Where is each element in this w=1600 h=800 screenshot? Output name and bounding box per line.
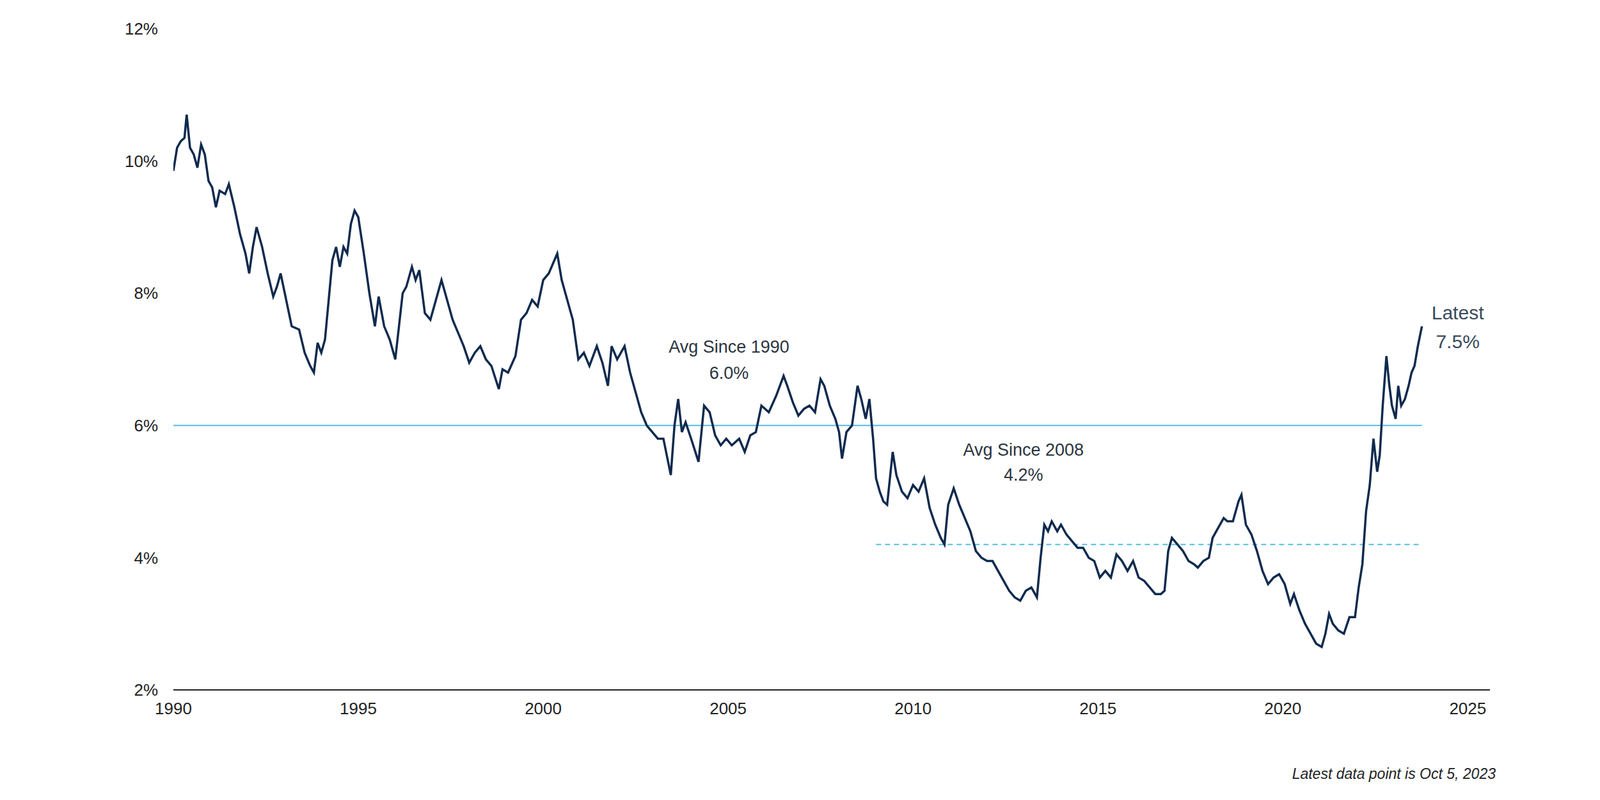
html-text:Latest data point is Oct 5, 20: Latest data point is Oct 5, 2023 bbox=[1292, 765, 1496, 782]
svg-text:Avg Since 2008: Avg Since 2008 bbox=[962, 440, 1084, 460]
svg-text:Avg Since 1990: Avg Since 1990 bbox=[668, 337, 790, 357]
svg-text:2015: 2015 bbox=[1079, 698, 1117, 718]
svg-text:2005: 2005 bbox=[709, 698, 747, 718]
svg-text:10%: 10% bbox=[124, 151, 159, 171]
svg-text:2010: 2010 bbox=[894, 698, 932, 718]
svg-text:8%: 8% bbox=[133, 283, 159, 303]
svg-text:6%: 6% bbox=[133, 415, 159, 436]
svg-text:4%: 4% bbox=[133, 548, 159, 568]
svg-text:1995: 1995 bbox=[339, 698, 377, 718]
svg-text:2%: 2% bbox=[133, 680, 159, 700]
svg-text:2020: 2020 bbox=[1264, 698, 1302, 718]
svg-text:4.2%: 4.2% bbox=[1003, 465, 1044, 485]
svg-text:2025: 2025 bbox=[1449, 698, 1487, 718]
svg-text:1990: 1990 bbox=[154, 698, 192, 718]
svg-text:2000: 2000 bbox=[524, 698, 562, 718]
svg-text:Latest: Latest bbox=[1431, 301, 1485, 324]
svg-text:6.0%: 6.0% bbox=[709, 363, 750, 383]
svg-text:12%: 12% bbox=[124, 19, 159, 39]
svg-text:7.5%: 7.5% bbox=[1435, 330, 1480, 352]
